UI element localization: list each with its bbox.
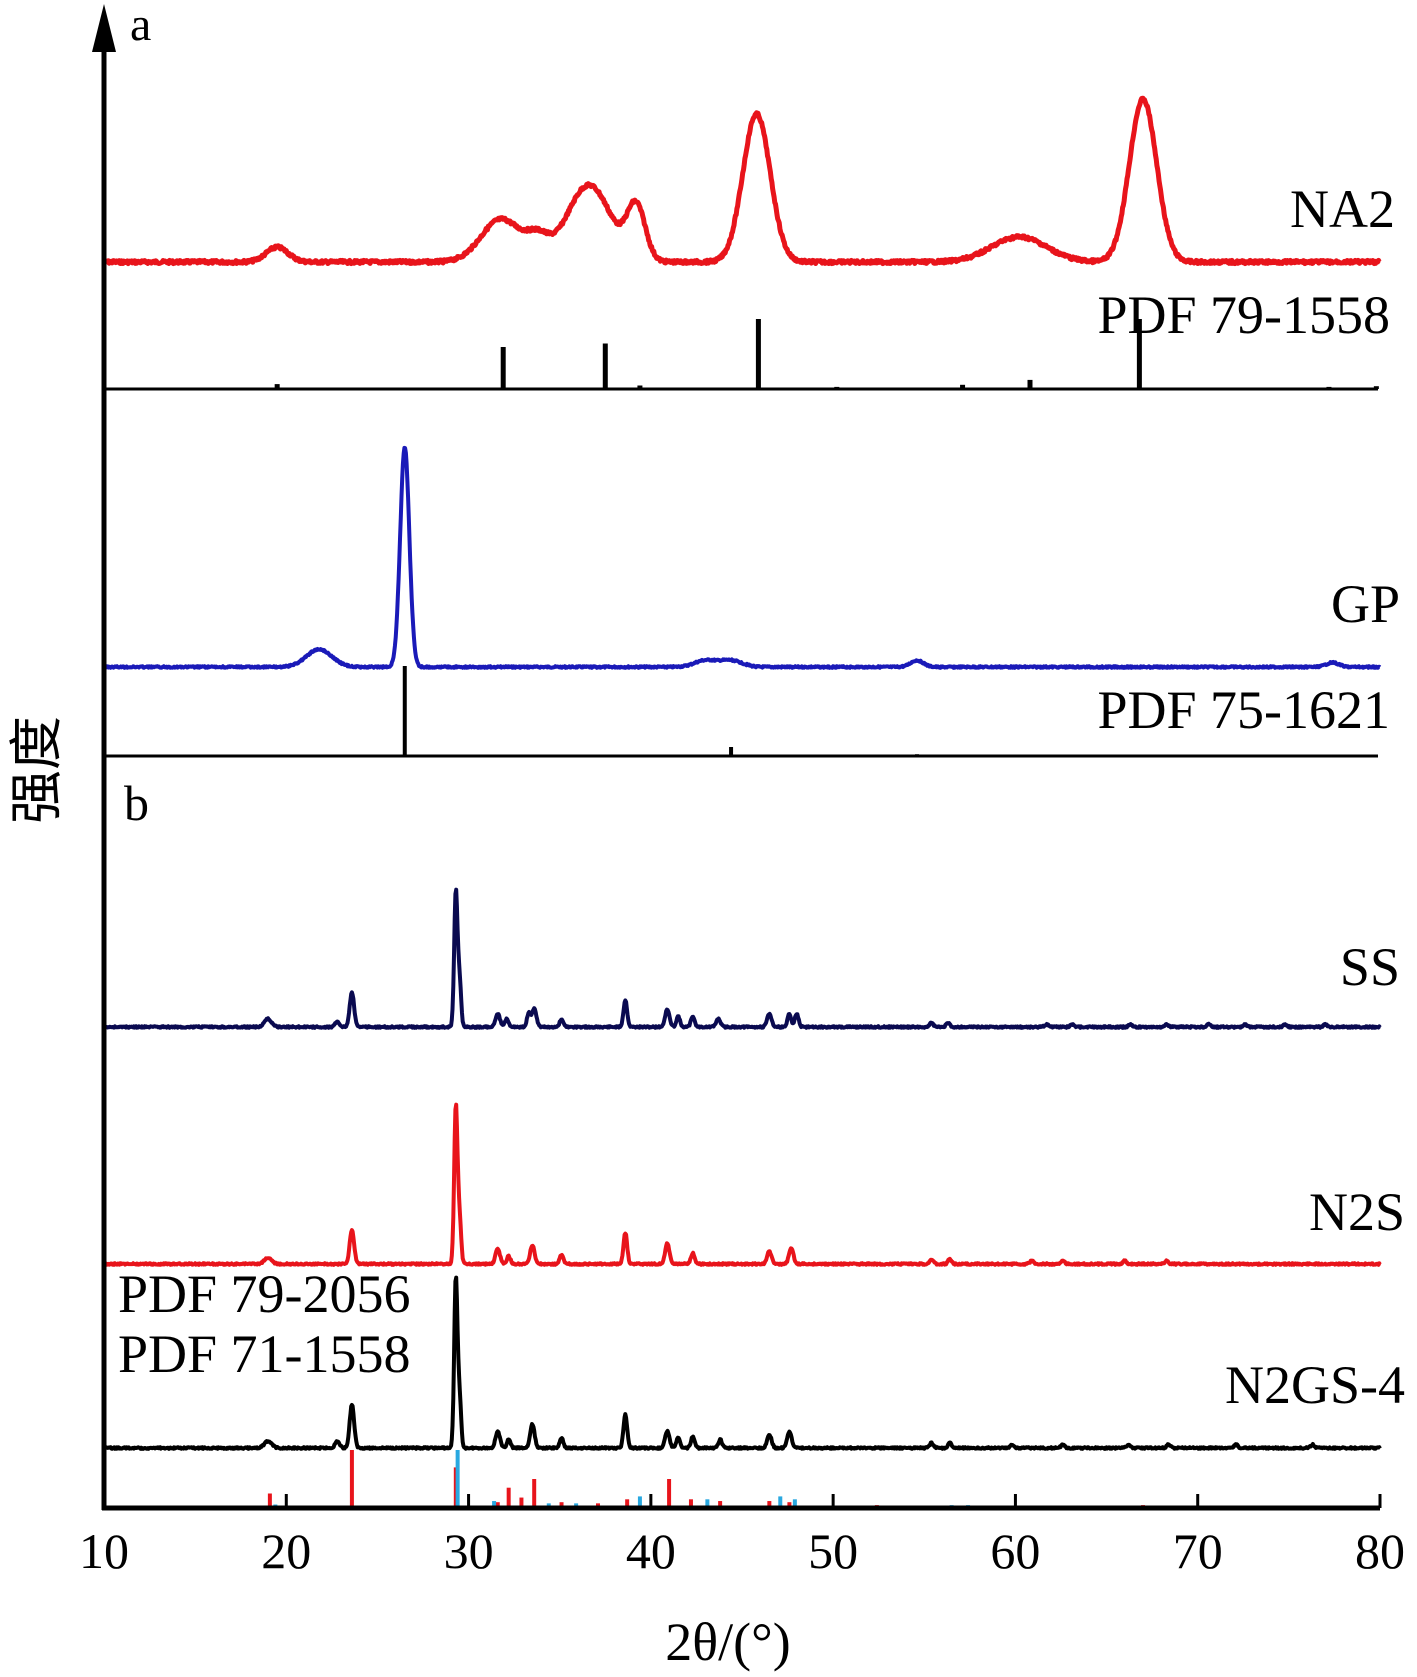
- x-tick-label-60: 60: [990, 1523, 1040, 1579]
- series-label-pdf-71-1558: PDF 71-1558: [118, 1324, 411, 1384]
- x-tick-label-10: 10: [79, 1523, 129, 1579]
- series-label-pdf-79-1558: PDF 79-1558: [1097, 285, 1390, 345]
- y-axis-title: 强度: [7, 716, 67, 824]
- series-label-gp: GP: [1331, 574, 1400, 634]
- series-line-n2gs-4: [102, 1275, 1382, 1451]
- y-axis-arrow: [92, 4, 116, 52]
- plot-area: [102, 95, 1382, 1508]
- x-axis-ticks: 10 20 30 40 50 60 70 80: [79, 1494, 1405, 1579]
- series-label-pdf-75-1621: PDF 75-1621: [1097, 680, 1390, 740]
- series-label-n2gs-4: N2GS-4: [1225, 1355, 1405, 1415]
- x-tick-label-70: 70: [1173, 1523, 1223, 1579]
- x-axis-title: 2θ/(°): [665, 1612, 790, 1672]
- series-line-na2: [102, 95, 1382, 267]
- x-tick-label-80: 80: [1355, 1523, 1405, 1579]
- x-tick-label-30: 30: [444, 1523, 494, 1579]
- series-label-pdf-79-2056: PDF 79-2056: [118, 1264, 411, 1324]
- series-label-na2: NA2: [1290, 179, 1395, 239]
- series-label-ss: SS: [1340, 937, 1400, 997]
- series-label-n2s: N2S: [1309, 1182, 1405, 1242]
- panel-label-a: a: [130, 0, 151, 51]
- panel-label-b: b: [124, 775, 149, 831]
- series-line-n2s: [102, 1102, 1382, 1267]
- x-tick-label-40: 40: [626, 1523, 676, 1579]
- x-tick-label-50: 50: [808, 1523, 858, 1579]
- series-line-gp: [102, 445, 1382, 670]
- x-tick-label-20: 20: [261, 1523, 311, 1579]
- series-line-ss: [102, 887, 1382, 1030]
